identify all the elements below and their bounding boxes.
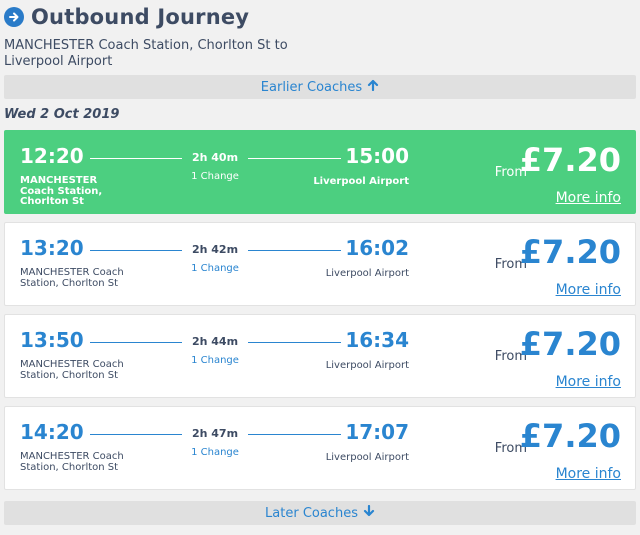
changes-link[interactable]: 1 Change xyxy=(191,171,239,182)
arrival-time: 17:07 xyxy=(345,420,409,444)
journey-header: Outbound Journey MANCHESTER Coach Statio… xyxy=(4,4,636,70)
changes-link[interactable]: 1 Change xyxy=(191,355,239,366)
page-title: Outbound Journey xyxy=(31,5,250,29)
route-line xyxy=(248,342,341,343)
more-info-link[interactable]: More info xyxy=(555,466,621,482)
journey-duration: 2h 44m xyxy=(191,335,239,348)
arrow-up-icon xyxy=(367,79,379,95)
departure-time: 13:50 xyxy=(20,328,84,352)
arrow-down-icon xyxy=(363,504,375,521)
journey-card[interactable]: 12:20 2h 40m 1 Change 15:00 MANCHESTER C… xyxy=(4,130,636,214)
travel-date: Wed 2 Oct 2019 xyxy=(4,107,120,122)
route-line xyxy=(90,342,182,343)
fare-price: £7.20 xyxy=(519,233,621,271)
departure-station: MANCHESTER Coach Station, Chorlton St xyxy=(20,175,103,207)
earlier-coaches-button[interactable]: Earlier Coaches xyxy=(4,75,636,99)
more-info-link[interactable]: More info xyxy=(555,374,621,390)
arrow-right-circle-icon xyxy=(4,7,24,27)
route-line xyxy=(90,158,182,159)
departure-station: MANCHESTER Coach Station, Chorlton St xyxy=(20,267,124,289)
departure-time: 14:20 xyxy=(20,420,84,444)
fare-price: £7.20 xyxy=(519,417,621,455)
more-info-link[interactable]: More info xyxy=(555,282,621,298)
route-line xyxy=(90,250,182,251)
journey-card[interactable]: 13:50 2h 44m 1 Change 16:34 MANCHESTER C… xyxy=(4,314,636,398)
journey-duration: 2h 42m xyxy=(191,243,239,256)
changes-link[interactable]: 1 Change xyxy=(191,263,239,274)
journey-duration: 2h 40m xyxy=(191,151,239,164)
arrival-station: Liverpool Airport xyxy=(313,176,409,187)
arrival-station: Liverpool Airport xyxy=(325,452,409,463)
route-line xyxy=(248,250,341,251)
journey-card[interactable]: 13:20 2h 42m 1 Change 16:02 MANCHESTER C… xyxy=(4,222,636,306)
departure-time: 13:20 xyxy=(20,236,84,260)
arrival-time: 16:02 xyxy=(345,236,409,260)
route-line xyxy=(248,158,341,159)
from-label: From xyxy=(494,441,527,456)
departure-time: 12:20 xyxy=(20,144,84,168)
from-label: From xyxy=(494,349,527,364)
more-info-link[interactable]: More info xyxy=(555,190,621,206)
arrival-time: 15:00 xyxy=(345,144,409,168)
fare-price: £7.20 xyxy=(519,325,621,363)
title-row: Outbound Journey xyxy=(4,4,636,30)
journey-card[interactable]: 14:20 2h 47m 1 Change 17:07 MANCHESTER C… xyxy=(4,406,636,490)
journey-duration: 2h 47m xyxy=(191,427,239,440)
departure-station: MANCHESTER Coach Station, Chorlton St xyxy=(20,451,124,473)
changes-link[interactable]: 1 Change xyxy=(191,447,239,458)
from-label: From xyxy=(494,165,527,180)
route-line xyxy=(90,434,182,435)
fare-price: £7.20 xyxy=(519,141,621,179)
from-label: From xyxy=(494,257,527,272)
departure-station: MANCHESTER Coach Station, Chorlton St xyxy=(20,359,124,381)
arrival-time: 16:34 xyxy=(345,328,409,352)
arrival-station: Liverpool Airport xyxy=(325,268,409,279)
later-coaches-button[interactable]: Later Coaches xyxy=(4,501,636,525)
route-description: MANCHESTER Coach Station, Chorlton St to… xyxy=(4,38,288,69)
earlier-coaches-label: Earlier Coaches xyxy=(260,79,363,95)
route-line xyxy=(248,434,341,435)
later-coaches-label: Later Coaches xyxy=(265,505,358,521)
arrival-station: Liverpool Airport xyxy=(325,360,409,371)
